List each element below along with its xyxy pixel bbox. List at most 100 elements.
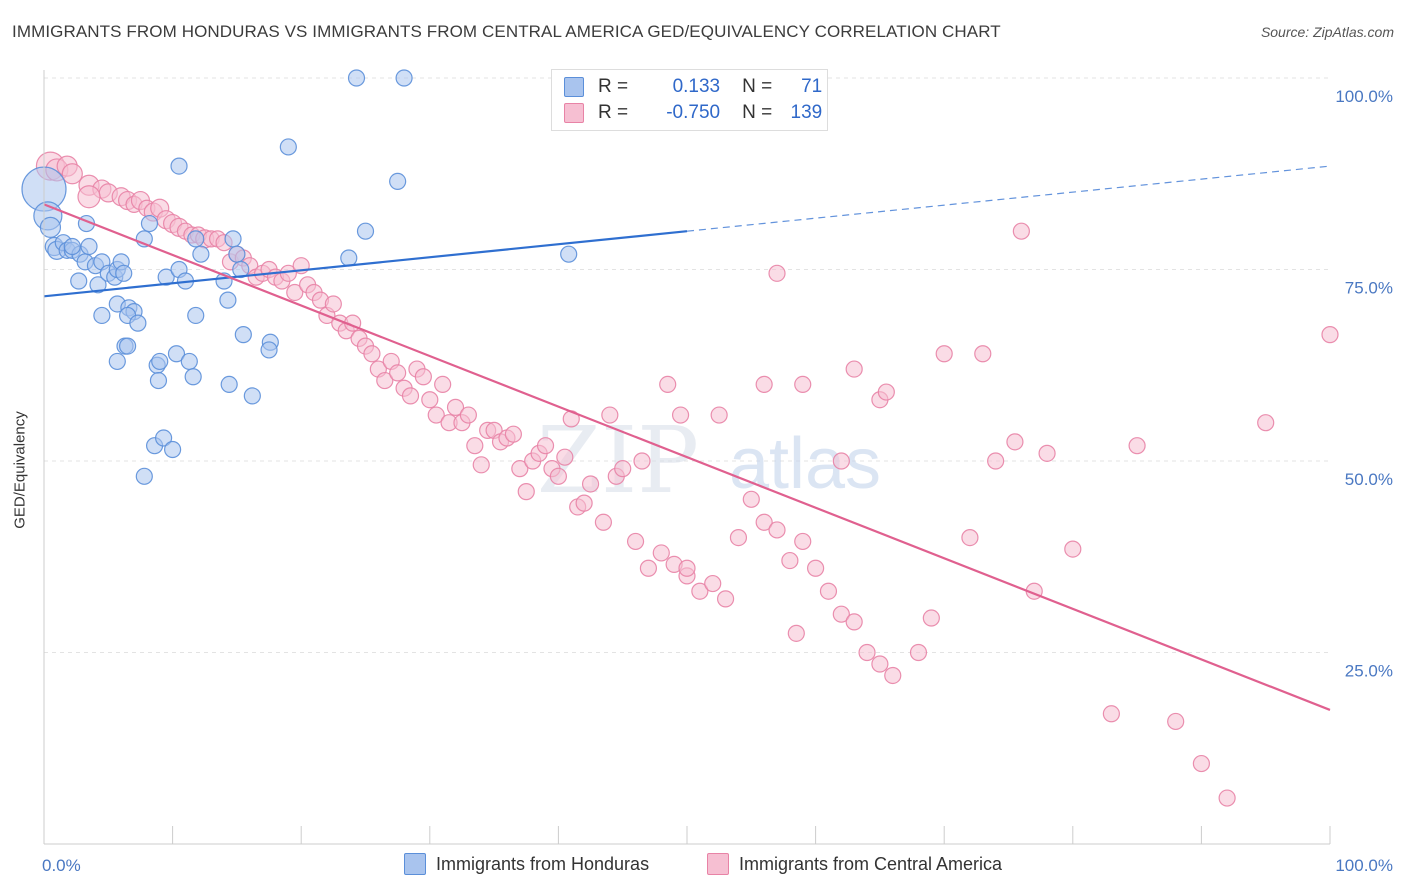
point-honduras	[224, 230, 242, 248]
point-honduras	[347, 69, 366, 87]
point-honduras	[108, 352, 126, 371]
point-honduras	[395, 69, 413, 87]
point-honduras	[170, 157, 188, 175]
point-honduras	[135, 467, 153, 485]
point-central-america	[845, 613, 863, 631]
point-central-america	[581, 475, 600, 493]
r-label: R =	[598, 102, 629, 123]
point-central-america	[755, 375, 773, 393]
point-central-america	[575, 494, 593, 512]
axis-layer: 25.0% 50.0% 75.0% 100.0% 0.0% 100.0%	[42, 70, 1393, 875]
point-central-america	[974, 345, 992, 363]
point-honduras	[93, 306, 111, 325]
stats-swatch-blue	[564, 77, 584, 97]
point-central-america	[1321, 326, 1339, 344]
chart-title: IMMIGRANTS FROM HONDURAS VS IMMIGRANTS F…	[12, 22, 1001, 41]
point-central-america	[794, 532, 812, 551]
point-honduras	[228, 245, 246, 263]
point-central-america	[459, 406, 477, 424]
point-central-america	[858, 643, 876, 662]
point-central-america	[716, 590, 735, 608]
point-central-america	[504, 425, 522, 443]
point-central-america	[922, 609, 940, 627]
point-central-america	[549, 467, 568, 485]
point-central-america	[819, 582, 838, 600]
point-central-america	[755, 513, 773, 531]
point-central-america	[787, 624, 805, 642]
point-central-america	[704, 574, 722, 593]
point-central-america	[324, 295, 342, 313]
trend-layer	[43, 165, 1331, 711]
point-honduras	[70, 272, 88, 290]
y-tick-label: 75.0%	[1345, 279, 1393, 298]
point-central-america	[626, 532, 645, 551]
point-honduras	[167, 345, 186, 363]
y-tick-label: 50.0%	[1345, 470, 1393, 489]
point-central-america	[1192, 754, 1211, 773]
point-central-america	[556, 448, 574, 466]
legend-swatch-pink	[707, 853, 729, 875]
legend-item-honduras[interactable]: Immigrants from Honduras	[404, 852, 649, 876]
point-honduras	[115, 264, 133, 282]
point-central-america	[1038, 444, 1056, 462]
point-central-america	[832, 452, 850, 470]
point-central-america	[446, 398, 465, 416]
point-central-america	[61, 163, 83, 185]
point-central-america	[877, 383, 895, 401]
point-central-america	[1167, 712, 1185, 731]
point-central-america	[601, 406, 619, 424]
point-central-america	[652, 544, 670, 562]
trendline-honduras-projection	[686, 165, 1331, 232]
stats-swatch-pink	[564, 103, 584, 123]
point-central-america	[1006, 433, 1024, 451]
point-honduras	[118, 337, 137, 355]
point-honduras	[63, 237, 81, 256]
point-central-america	[961, 528, 979, 547]
point-central-america	[845, 360, 863, 378]
point-central-america	[639, 559, 658, 577]
point-central-america	[671, 406, 690, 424]
point-central-america	[768, 521, 786, 539]
point-central-america	[427, 406, 445, 424]
point-honduras	[129, 314, 147, 332]
n-value-central-america: 139	[790, 102, 823, 123]
point-honduras	[140, 214, 159, 233]
point-central-america	[614, 460, 632, 478]
point-honduras	[151, 352, 169, 371]
point-honduras	[187, 306, 205, 325]
points-layer	[21, 69, 1339, 807]
point-honduras	[220, 375, 238, 393]
point-honduras	[39, 216, 62, 238]
trendline-central-america	[43, 203, 1331, 711]
n-label: N =	[742, 102, 773, 123]
r-value-honduras: 0.133	[672, 76, 721, 97]
y-tick-label: 25.0%	[1345, 662, 1393, 681]
stats-row-honduras: R = 0.133 N = 71	[564, 75, 822, 99]
point-central-america	[1218, 789, 1236, 807]
point-honduras	[80, 237, 98, 256]
point-honduras	[234, 326, 252, 344]
point-central-america	[434, 375, 452, 393]
point-central-america	[832, 605, 850, 623]
point-honduras	[389, 172, 407, 191]
point-central-america	[691, 582, 709, 600]
point-honduras	[157, 268, 175, 286]
point-central-america	[517, 483, 535, 501]
n-value-honduras: 71	[801, 76, 823, 97]
point-honduras	[164, 440, 182, 459]
point-central-america	[1064, 540, 1082, 558]
point-central-america	[1128, 437, 1146, 455]
point-central-america	[286, 283, 304, 302]
point-central-america	[466, 437, 484, 455]
legend-item-central-america[interactable]: Immigrants from Central America	[707, 852, 1002, 876]
point-honduras	[560, 245, 578, 263]
point-honduras	[232, 260, 250, 279]
point-central-america	[421, 391, 439, 409]
watermark-atlas: atlas	[729, 424, 881, 504]
point-honduras	[219, 291, 237, 309]
point-central-america	[987, 452, 1005, 470]
x-tick-label-max: 100.0%	[1335, 856, 1393, 875]
point-central-america	[511, 460, 529, 478]
point-central-america	[389, 364, 407, 382]
